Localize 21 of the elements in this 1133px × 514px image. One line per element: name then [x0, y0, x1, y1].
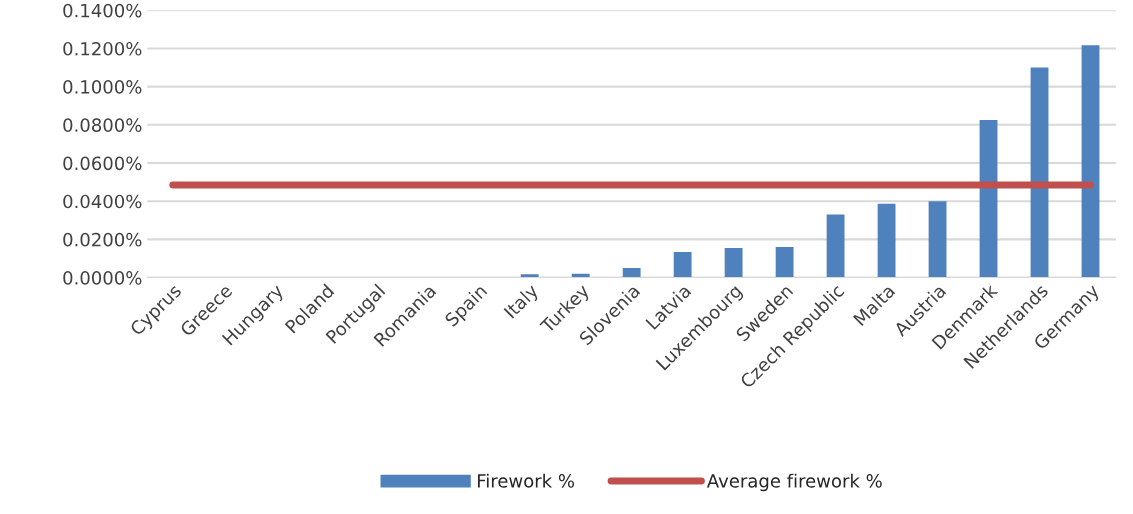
legend-label: Firework % [477, 473, 575, 488]
bar [775, 247, 794, 278]
legend-label: Average firework % [706, 473, 882, 492]
y-tick-label: 0.0400% [63, 194, 142, 209]
y-tick-label: 0.0600% [63, 156, 142, 171]
bar [928, 201, 947, 278]
y-tick-label: 0.1200% [63, 41, 142, 56]
y-tick-label: 0.1000% [63, 80, 142, 94]
y-tick-label: 0.0800% [63, 118, 142, 132]
bar [877, 203, 896, 278]
y-tick-label: 0.1400% [63, 3, 142, 18]
bar [826, 214, 845, 278]
bar [622, 268, 641, 278]
y-tick-label: 0.0000% [63, 271, 142, 285]
y-tick-label: 0.0200% [63, 232, 142, 247]
bar [673, 251, 692, 278]
bar [1030, 67, 1049, 278]
bar [979, 120, 998, 278]
bar [724, 247, 743, 278]
bar [520, 274, 539, 278]
bar [1081, 45, 1100, 278]
